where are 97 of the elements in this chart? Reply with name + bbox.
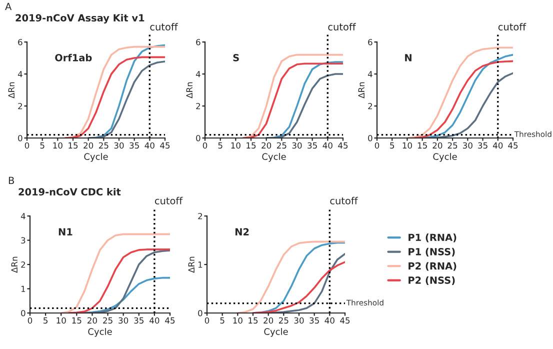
y-tick-label: 4 bbox=[20, 213, 26, 220]
x-tick-label: 10 bbox=[402, 142, 412, 149]
ref-line-label: cutoff bbox=[498, 22, 526, 31]
x-tick-label: 35 bbox=[130, 142, 139, 149]
x-tick-label: 45 bbox=[338, 142, 348, 149]
x-tick-label: 5 bbox=[44, 317, 48, 324]
x-axis-title: Cycle bbox=[433, 153, 457, 162]
x-tick-label: 20 bbox=[84, 142, 94, 149]
y-axis-title: ΔRn bbox=[188, 256, 194, 273]
x-tick-label: 10 bbox=[53, 142, 62, 149]
x-tick-label: 5 bbox=[40, 142, 44, 149]
legend-label: P2 (RNA) bbox=[408, 262, 456, 271]
x-tick-label: 35 bbox=[134, 317, 144, 324]
x-tick-label: 20 bbox=[432, 142, 442, 149]
x-axis-title: Cycle bbox=[264, 328, 288, 337]
y-tick-label: 2 bbox=[196, 102, 200, 110]
y-tick-label: 6 bbox=[368, 38, 372, 46]
x-tick-label: 30 bbox=[463, 142, 472, 149]
ref-line-label: cutoff bbox=[150, 22, 178, 31]
y-tick-label: 0 bbox=[18, 134, 22, 142]
x-tick-label: 40 bbox=[492, 142, 503, 149]
x-tick-label: 40 bbox=[150, 317, 160, 324]
ref-line-label: cutoff bbox=[154, 196, 183, 204]
annotation: N2 bbox=[235, 228, 249, 236]
x-tick-label: 0 bbox=[374, 142, 380, 149]
x-tick-label: 30 bbox=[292, 142, 302, 149]
x-tick-label: 5 bbox=[220, 317, 224, 324]
x-axis-title: Cycle bbox=[88, 328, 112, 337]
x-tick-label: 10 bbox=[231, 142, 240, 149]
chart-title: 2019-nCoV CDC kit bbox=[18, 188, 121, 196]
y-tick-label: 2 bbox=[18, 102, 22, 110]
x-tick-label: 10 bbox=[56, 317, 66, 324]
annotation: S bbox=[233, 54, 239, 62]
annotation: Orf1ab bbox=[55, 54, 92, 62]
y-tick-label: 4 bbox=[18, 71, 22, 78]
x-tick-label: 25 bbox=[278, 317, 288, 324]
text: B bbox=[8, 176, 14, 184]
x-tick-label: 25 bbox=[103, 317, 112, 324]
x-tick-label: 45 bbox=[508, 142, 518, 149]
legend-label: P1 (RNA) bbox=[408, 234, 456, 242]
annotation: N1 bbox=[58, 228, 72, 236]
x-tick-label: 25 bbox=[448, 142, 458, 149]
ref-line-label: cutoff bbox=[328, 22, 356, 31]
x-tick-label: 10 bbox=[233, 317, 242, 324]
y-axis-title: ΔRn bbox=[358, 82, 364, 98]
x-tick-label: 15 bbox=[418, 142, 427, 149]
x-tick-label: 0 bbox=[202, 142, 208, 149]
x-tick-label: 15 bbox=[248, 317, 258, 324]
x-tick-label: 15 bbox=[72, 317, 82, 324]
ref-line-label: cutoff bbox=[330, 196, 358, 204]
x-tick-label: 5 bbox=[390, 142, 394, 149]
annotation: N bbox=[405, 54, 412, 62]
x-tick-label: 30 bbox=[118, 317, 128, 324]
x-axis-title: Cycle bbox=[262, 153, 286, 162]
y-tick-label: 2 bbox=[368, 102, 372, 110]
y-tick-label: 4 bbox=[368, 71, 372, 78]
x-tick-label: 0 bbox=[204, 317, 210, 324]
x-tick-label: 20 bbox=[264, 317, 274, 324]
y-tick-label: 4 bbox=[196, 71, 200, 78]
legend-label: P2 (NSS) bbox=[408, 276, 455, 286]
x-tick-label: 35 bbox=[308, 142, 317, 149]
x-tick-label: 25 bbox=[276, 142, 286, 149]
x-tick-label: 25 bbox=[98, 142, 108, 149]
y-axis-title: ΔRn bbox=[8, 82, 14, 98]
x-tick-label: 45 bbox=[340, 317, 350, 324]
y-tick-label: 3 bbox=[21, 237, 26, 244]
y-tick-label: 0 bbox=[198, 310, 202, 316]
x-tick-label: 35 bbox=[310, 317, 319, 324]
x-tick-label: 30 bbox=[114, 142, 124, 149]
x-tick-label: 5 bbox=[218, 142, 222, 149]
text: A bbox=[5, 2, 12, 10]
x-tick-label: 20 bbox=[88, 317, 97, 324]
x-axis-title: Cycle bbox=[84, 153, 108, 162]
legend-label: P1 (NSS) bbox=[408, 248, 455, 256]
y-tick-label: 2 bbox=[198, 212, 202, 220]
x-tick-label: 15 bbox=[68, 142, 78, 149]
y-tick-label: 6 bbox=[196, 38, 200, 46]
y-tick-label: 1 bbox=[198, 262, 202, 268]
x-tick-label: 45 bbox=[165, 317, 175, 324]
y-tick-label: 6 bbox=[18, 38, 22, 46]
x-tick-label: 40 bbox=[322, 142, 332, 149]
y-tick-label: 1 bbox=[21, 286, 26, 292]
x-tick-label: 20 bbox=[262, 142, 272, 149]
y-tick-label: 2 bbox=[21, 261, 25, 268]
x-tick-label: 35 bbox=[478, 142, 488, 149]
y-axis-title: ΔRn bbox=[186, 82, 192, 98]
x-tick-label: 0 bbox=[28, 317, 32, 324]
y-axis-title: ΔRn bbox=[11, 256, 18, 273]
x-tick-label: 30 bbox=[294, 317, 304, 324]
x-tick-label: 40 bbox=[324, 317, 334, 324]
x-tick-label: 15 bbox=[246, 142, 256, 149]
y-tick-label: 0 bbox=[196, 134, 200, 142]
chart-title: 2019-nCoV Assay Kit v1 bbox=[16, 14, 144, 24]
y-tick-label: 0 bbox=[368, 134, 372, 142]
y-tick-label: 0 bbox=[21, 310, 26, 316]
x-tick-label: 40 bbox=[144, 142, 154, 149]
x-tick-label: 45 bbox=[160, 142, 170, 149]
